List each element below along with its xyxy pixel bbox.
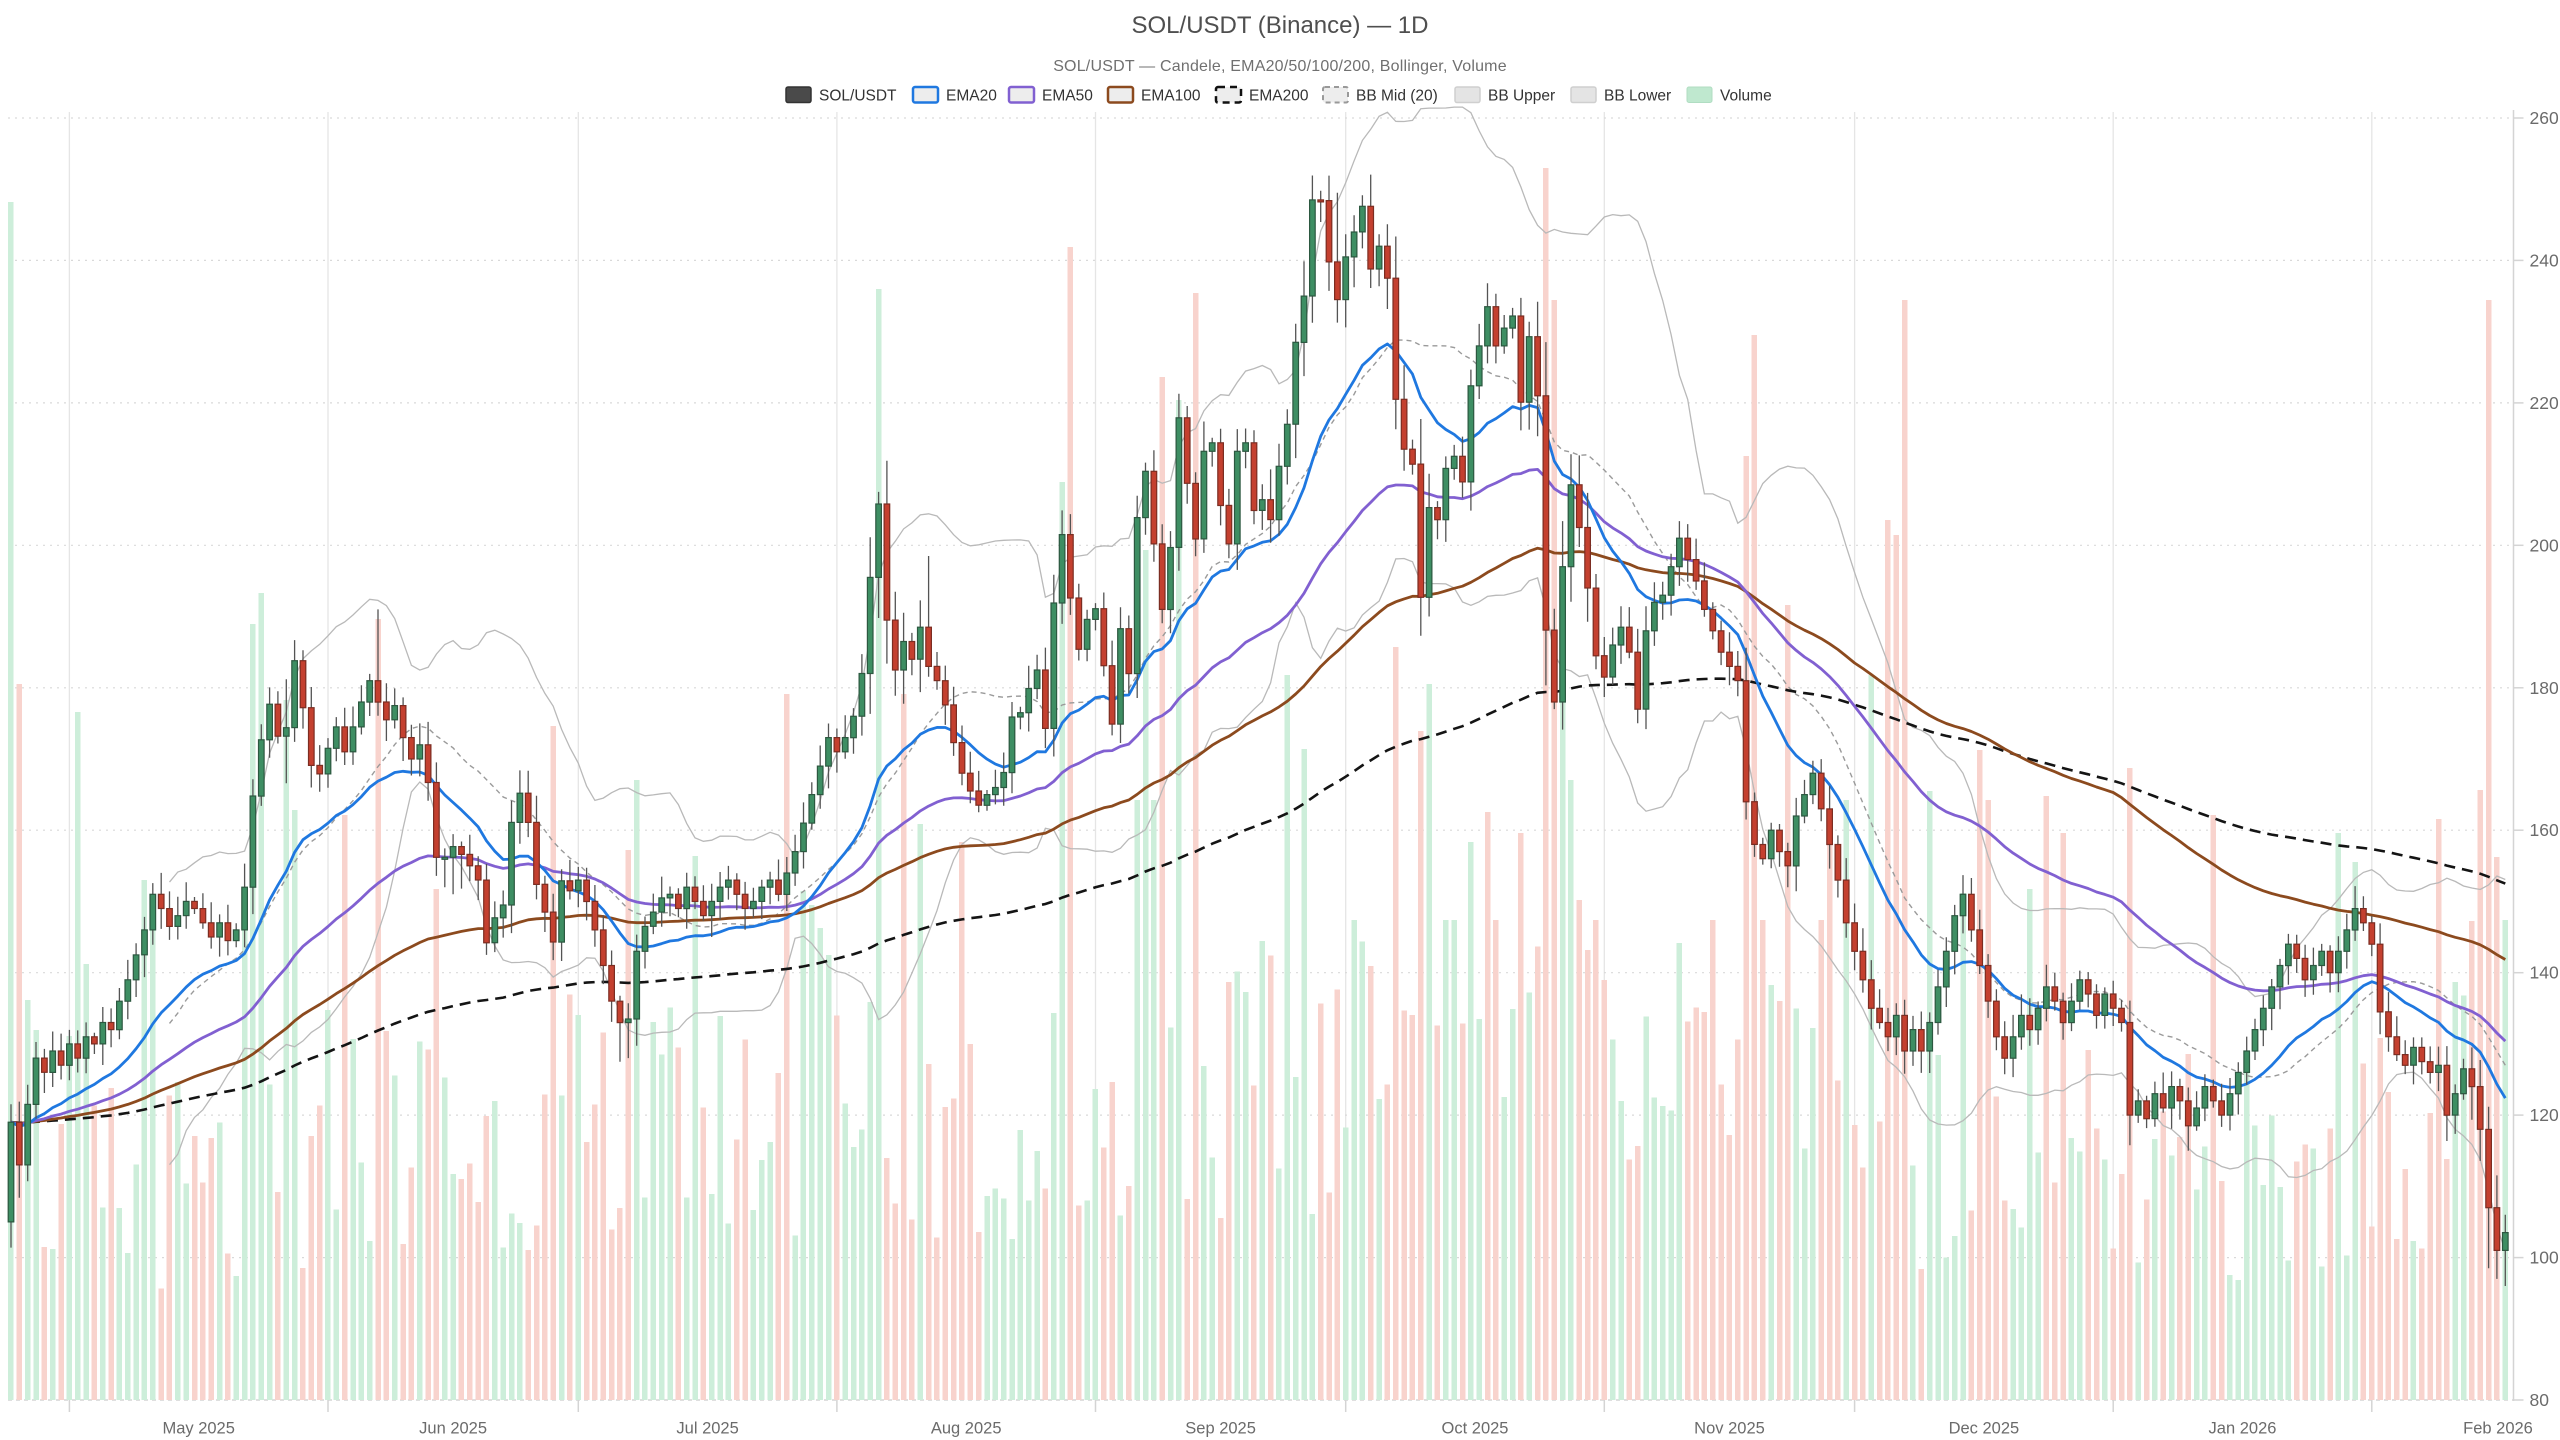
svg-text:SOL/USDT (Binance) — 1D: SOL/USDT (Binance) — 1D — [1132, 12, 1429, 39]
svg-text:Dec 2025: Dec 2025 — [1949, 1420, 2020, 1438]
svg-text:Nov 2025: Nov 2025 — [1694, 1420, 1765, 1438]
svg-text:120: 120 — [2530, 1105, 2559, 1125]
svg-text:Aug 2025: Aug 2025 — [931, 1420, 1002, 1438]
svg-text:EMA20: EMA20 — [946, 88, 997, 105]
svg-text:BB Upper: BB Upper — [1488, 88, 1555, 105]
svg-text:BB Mid (20): BB Mid (20) — [1356, 88, 1438, 105]
svg-text:SOL/USDT — Candele, EMA20/50/1: SOL/USDT — Candele, EMA20/50/100/200, Bo… — [1053, 58, 1507, 75]
svg-text:EMA100: EMA100 — [1141, 88, 1201, 105]
svg-text:200: 200 — [2530, 535, 2559, 555]
svg-text:140: 140 — [2530, 963, 2559, 983]
svg-text:EMA200: EMA200 — [1249, 88, 1309, 105]
svg-text:Feb 2026: Feb 2026 — [2463, 1420, 2533, 1438]
svg-text:EMA50: EMA50 — [1042, 88, 1093, 105]
svg-text:May 2025: May 2025 — [162, 1420, 234, 1438]
svg-text:Sep 2025: Sep 2025 — [1185, 1420, 1256, 1438]
svg-text:Jan 2026: Jan 2026 — [2209, 1420, 2277, 1438]
svg-text:BB Lower: BB Lower — [1604, 88, 1671, 105]
svg-text:80: 80 — [2530, 1390, 2550, 1410]
svg-text:260: 260 — [2530, 108, 2559, 128]
svg-text:Oct 2025: Oct 2025 — [1442, 1420, 1509, 1438]
svg-text:SOL/USDT: SOL/USDT — [819, 88, 897, 105]
svg-text:240: 240 — [2530, 250, 2559, 270]
svg-text:100: 100 — [2530, 1248, 2559, 1268]
svg-text:180: 180 — [2530, 678, 2559, 698]
svg-text:Jul 2025: Jul 2025 — [676, 1420, 738, 1438]
svg-text:220: 220 — [2530, 393, 2559, 413]
svg-text:160: 160 — [2530, 820, 2559, 840]
svg-text:Jun 2025: Jun 2025 — [419, 1420, 487, 1438]
svg-text:Volume: Volume — [1720, 88, 1772, 105]
